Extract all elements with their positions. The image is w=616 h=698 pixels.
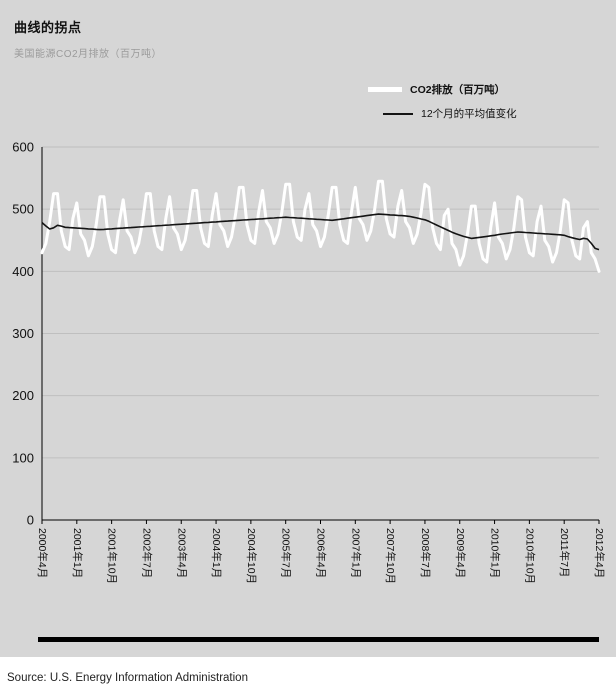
x-axis-label: 2010年1月 <box>489 528 502 578</box>
x-axis-label: 2005年7月 <box>280 528 293 578</box>
x-axis-label: 2006年4月 <box>315 528 328 578</box>
x-axis-label: 2008年7月 <box>419 528 432 578</box>
x-axis-label: 2007年1月 <box>349 528 362 578</box>
legend-line-co2 <box>368 87 402 92</box>
y-axis-label: 0 <box>27 513 34 528</box>
legend: CO2排放（百万吨） 12个月的平均值变化 <box>368 82 517 121</box>
x-axis-label: 2004年10月 <box>245 528 258 584</box>
co2-monthly-line <box>40 179 601 273</box>
legend-line-average <box>383 112 413 115</box>
x-axis-label: 2004年1月 <box>210 528 223 578</box>
y-axis-label: 200 <box>12 388 34 403</box>
line-chart: 0 100 200 300 400 500 600 2000年4月 2001年1月 2001年10… <box>12 140 606 585</box>
y-axis-label: 400 <box>12 264 34 279</box>
divider-bar <box>38 637 599 642</box>
chart-canvas: 曲线的拐点 美国能源CO2月排放（百万吨） CO2排放（百万吨） 12个月的平均… <box>0 0 616 657</box>
x-axis-label: 2002年7月 <box>140 528 153 578</box>
legend-label-average: 12个月的平均值变化 <box>421 108 517 120</box>
y-axis-label: 600 <box>12 140 34 155</box>
source-text: Source: U.S. Energy Information Administ… <box>7 672 248 684</box>
legend-label-co2: CO2排放（百万吨） <box>410 84 506 96</box>
chart-subtitle: 美国能源CO2月排放（百万吨） <box>14 49 163 60</box>
source-strip: Source: U.S. Energy Information Administ… <box>0 657 616 698</box>
x-axis-label: 2011年7月 <box>558 528 571 577</box>
legend-item-average: 12个月的平均值变化 <box>368 106 517 121</box>
legend-item-co2: CO2排放（百万吨） <box>368 82 517 97</box>
y-axis-label: 100 <box>12 450 34 465</box>
x-axis-label: 2010年10月 <box>523 528 536 584</box>
x-axis-label: 2000年4月 <box>36 528 49 578</box>
x-axis-label: 2003年4月 <box>175 528 188 578</box>
x-axis-label: 2001年1月 <box>71 528 84 578</box>
y-axis-label: 300 <box>12 326 34 341</box>
chart-title: 曲线的拐点 <box>14 20 82 35</box>
x-axis-label: 2012年4月 <box>593 528 606 578</box>
average-12mo-line <box>41 213 600 251</box>
x-axis-label: 2001年10月 <box>106 528 119 584</box>
y-axis-label: 500 <box>12 202 34 217</box>
x-axis-label: 2007年10月 <box>384 528 397 584</box>
x-axis-label: 2009年4月 <box>454 528 467 578</box>
